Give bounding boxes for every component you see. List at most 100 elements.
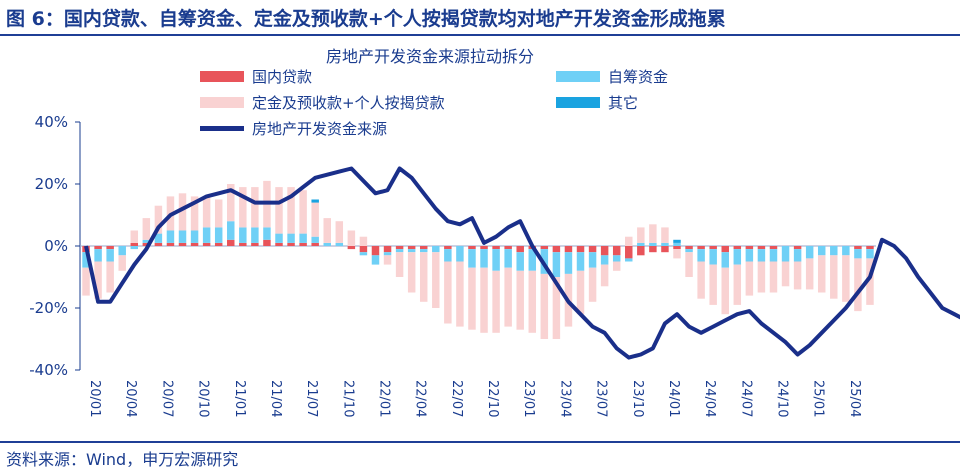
bar-segment xyxy=(588,267,597,302)
x-tick-label: 24/04 xyxy=(702,380,717,417)
bar-segment xyxy=(419,249,428,253)
bar-segment xyxy=(649,246,657,253)
bar-segment xyxy=(178,193,187,231)
x-tick-label: 24/10 xyxy=(774,380,789,417)
bar-segment xyxy=(480,246,488,250)
x-tick-label: 22/07 xyxy=(449,380,464,417)
bar-segment xyxy=(661,227,669,243)
bar-segment xyxy=(805,246,814,259)
bar-segment xyxy=(190,242,199,246)
bar-segment xyxy=(854,249,862,259)
bar-segment xyxy=(130,246,139,250)
bar-segment xyxy=(371,246,380,256)
bar-segment xyxy=(239,227,247,243)
bar-segment xyxy=(190,196,199,231)
bar-segment xyxy=(106,249,114,262)
bar-segment xyxy=(697,261,705,299)
bar-segment xyxy=(661,246,669,253)
bar-segment xyxy=(287,242,295,246)
bar-segment xyxy=(142,239,151,243)
bar-segment xyxy=(239,187,247,228)
bar-segment xyxy=(359,252,368,256)
bar-segment xyxy=(468,246,476,250)
bar-segment xyxy=(432,246,440,253)
bar-segment xyxy=(576,246,585,253)
bar-segment xyxy=(769,246,778,250)
bar-segment xyxy=(733,264,742,305)
bar-segment xyxy=(444,249,452,262)
bar-segment xyxy=(793,249,802,262)
bar-segment xyxy=(637,227,645,243)
bar-segment xyxy=(757,246,766,250)
title-rule xyxy=(0,34,960,36)
bar-segment xyxy=(263,227,271,240)
bar-segment xyxy=(528,270,537,333)
y-tick-label: 40% xyxy=(35,113,68,131)
bar-segment xyxy=(227,239,235,246)
bar-segment xyxy=(190,230,199,243)
bar-segment xyxy=(178,230,187,243)
bar-segment xyxy=(504,267,512,327)
bar-segment xyxy=(854,246,862,250)
bar-segment xyxy=(335,221,344,243)
bar-segment xyxy=(830,255,838,299)
bar-segment xyxy=(82,252,90,268)
bar-segment xyxy=(492,246,500,250)
bar-segment xyxy=(709,249,717,265)
bar-segment xyxy=(480,249,488,268)
bar-segment xyxy=(805,258,814,290)
bar-segment xyxy=(516,252,524,271)
bar-segment xyxy=(588,252,597,268)
bar-segment xyxy=(540,273,549,339)
bar-segment xyxy=(383,252,392,256)
x-tick-label: 21/10 xyxy=(340,380,355,417)
bar-segment xyxy=(552,277,561,339)
bar-segment xyxy=(480,267,488,333)
bar-segment xyxy=(540,246,549,250)
legend-swatch xyxy=(200,97,244,108)
bar-segment xyxy=(552,246,561,253)
bar-segment xyxy=(166,230,175,243)
bar-segment xyxy=(793,246,802,250)
x-axis: 20/01 20/04 20/07 20/10 21/01 21/04 21/07 21/10… xyxy=(87,380,862,417)
bar-segment xyxy=(588,246,597,253)
bar-segment xyxy=(287,233,295,243)
bar-segment xyxy=(721,252,729,268)
legend-label: 其它 xyxy=(608,94,638,112)
bar-segment xyxy=(600,255,609,265)
bar-segment xyxy=(492,249,500,271)
x-tick-label: 23/01 xyxy=(521,380,536,417)
bar-segment xyxy=(576,252,585,271)
bar-segment xyxy=(733,246,742,250)
bar-segment xyxy=(709,246,717,250)
x-tick-label: 20/10 xyxy=(196,380,211,417)
x-tick-label: 20/04 xyxy=(123,380,138,417)
bar-segment xyxy=(552,252,561,277)
x-tick-label: 25/04 xyxy=(847,380,862,417)
bar-segment xyxy=(866,258,874,305)
bar-segment xyxy=(637,242,645,246)
bar-segment xyxy=(528,249,537,271)
y-tick-label: 0% xyxy=(44,237,68,255)
bar-segment xyxy=(359,246,368,253)
x-tick-label: 23/04 xyxy=(557,380,572,417)
x-tick-label: 24/01 xyxy=(666,380,681,417)
bar-segment xyxy=(94,246,102,250)
x-tick-label: 21/01 xyxy=(232,380,247,417)
bar-segment xyxy=(444,261,452,324)
bar-segment xyxy=(419,246,428,250)
bar-segment xyxy=(359,236,368,246)
bar-segment xyxy=(178,242,187,246)
x-tick-label: 21/04 xyxy=(268,380,283,417)
bar-segment xyxy=(214,199,223,228)
bar-segment xyxy=(154,242,163,246)
bar-segment xyxy=(335,242,344,246)
bar-segment xyxy=(419,252,428,302)
bar-segment xyxy=(625,258,633,262)
bar-segment xyxy=(576,270,585,315)
bar-segment xyxy=(202,242,211,246)
bar-segment xyxy=(311,199,319,203)
bar-segment xyxy=(612,246,621,256)
bar-segment xyxy=(673,239,681,243)
